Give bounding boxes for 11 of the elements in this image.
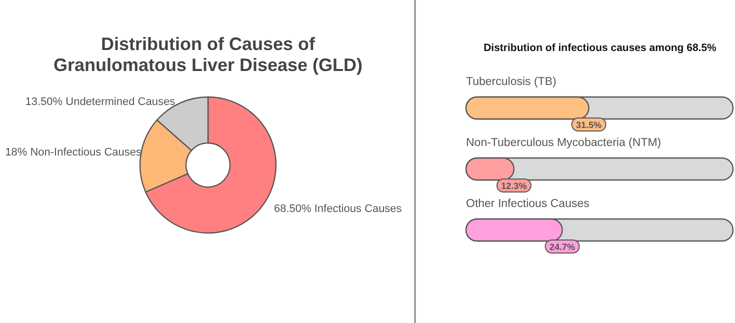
- chart-title: Distribution of infectious causes among 68.5%: [484, 42, 718, 54]
- y-tick-label: Non-Tuberculous Mycobacteria (NTM): [466, 137, 662, 149]
- slice-label: 13.50% Undetermined Causes: [25, 96, 176, 108]
- data-label: 24.7%: [550, 242, 576, 252]
- data-label: 31.5%: [576, 120, 602, 130]
- slice-label: 18% Non-Infectious Causes: [5, 146, 142, 158]
- data-label: 12.3%: [501, 181, 527, 191]
- slice-label: 68.50% Infectious Causes: [274, 202, 402, 215]
- y-tick-label: Tuberculosis (TB): [466, 76, 556, 88]
- chart-title: Distribution of Causes of Granulomatous Liver Disease (GLD): [53, 34, 363, 75]
- y-tick-label: Other Infectious Causes: [466, 198, 590, 210]
